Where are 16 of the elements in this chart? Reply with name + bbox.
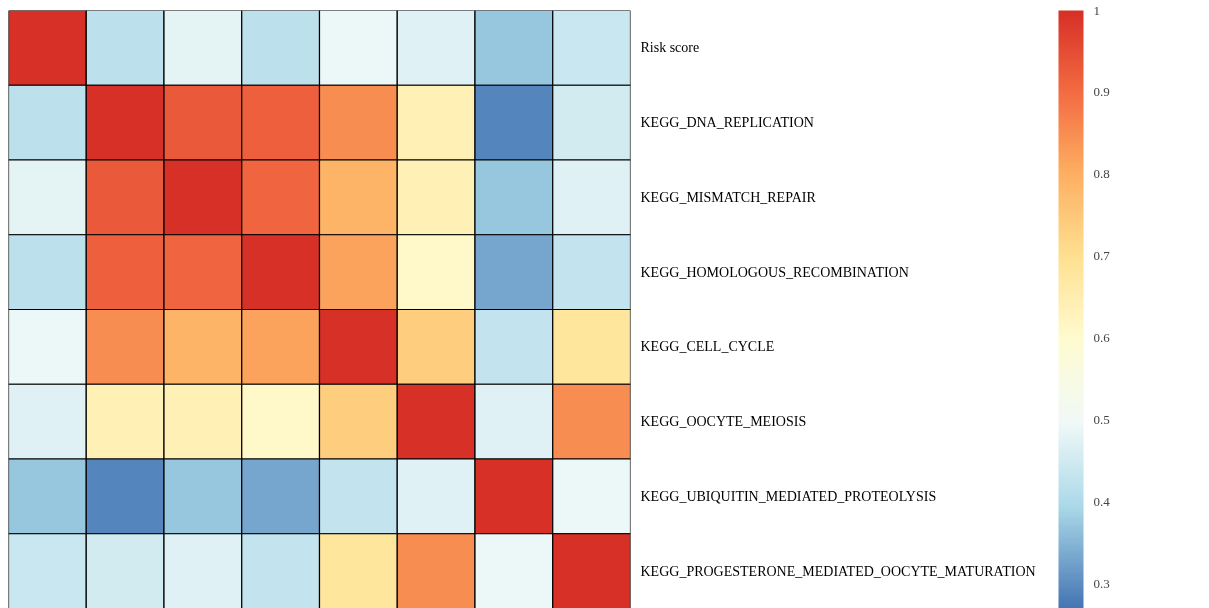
y-tick-label: KEGG_MISMATCH_REPAIR [640,189,817,205]
color-bar-label: 0.3 [1093,575,1110,591]
color-bar-label: 0.5 [1093,412,1110,428]
y-tick-label: KEGG_HOMOLOGOUS_RECOMBINATION [640,264,909,280]
y-tick-label: KEGG_DNA_REPLICATION [640,115,814,131]
y-tick-label: KEGG_OOCYTE_MEIOSIS [640,414,807,430]
y-tick-label: KEGG_CELL_CYCLE [640,339,775,355]
color-bar-label: 0.9 [1093,84,1110,100]
color-bar-label: 1 [1093,2,1100,18]
color-bar-label: 0.8 [1093,166,1110,182]
color-bar-label: 0.4 [1093,494,1111,510]
y-tick-label: KEGG_PROGESTERONE_MEDIATED_OOCYTE_MATURATION [640,563,1036,579]
y-tick-label: KEGG_UBIQUITIN_MEDIATED_PROTEOLYSIS [640,488,937,504]
color-bar-label: 0.6 [1093,330,1111,346]
color-bar-label: 0.7 [1093,248,1111,264]
y-tick-label: Risk score [640,40,700,56]
